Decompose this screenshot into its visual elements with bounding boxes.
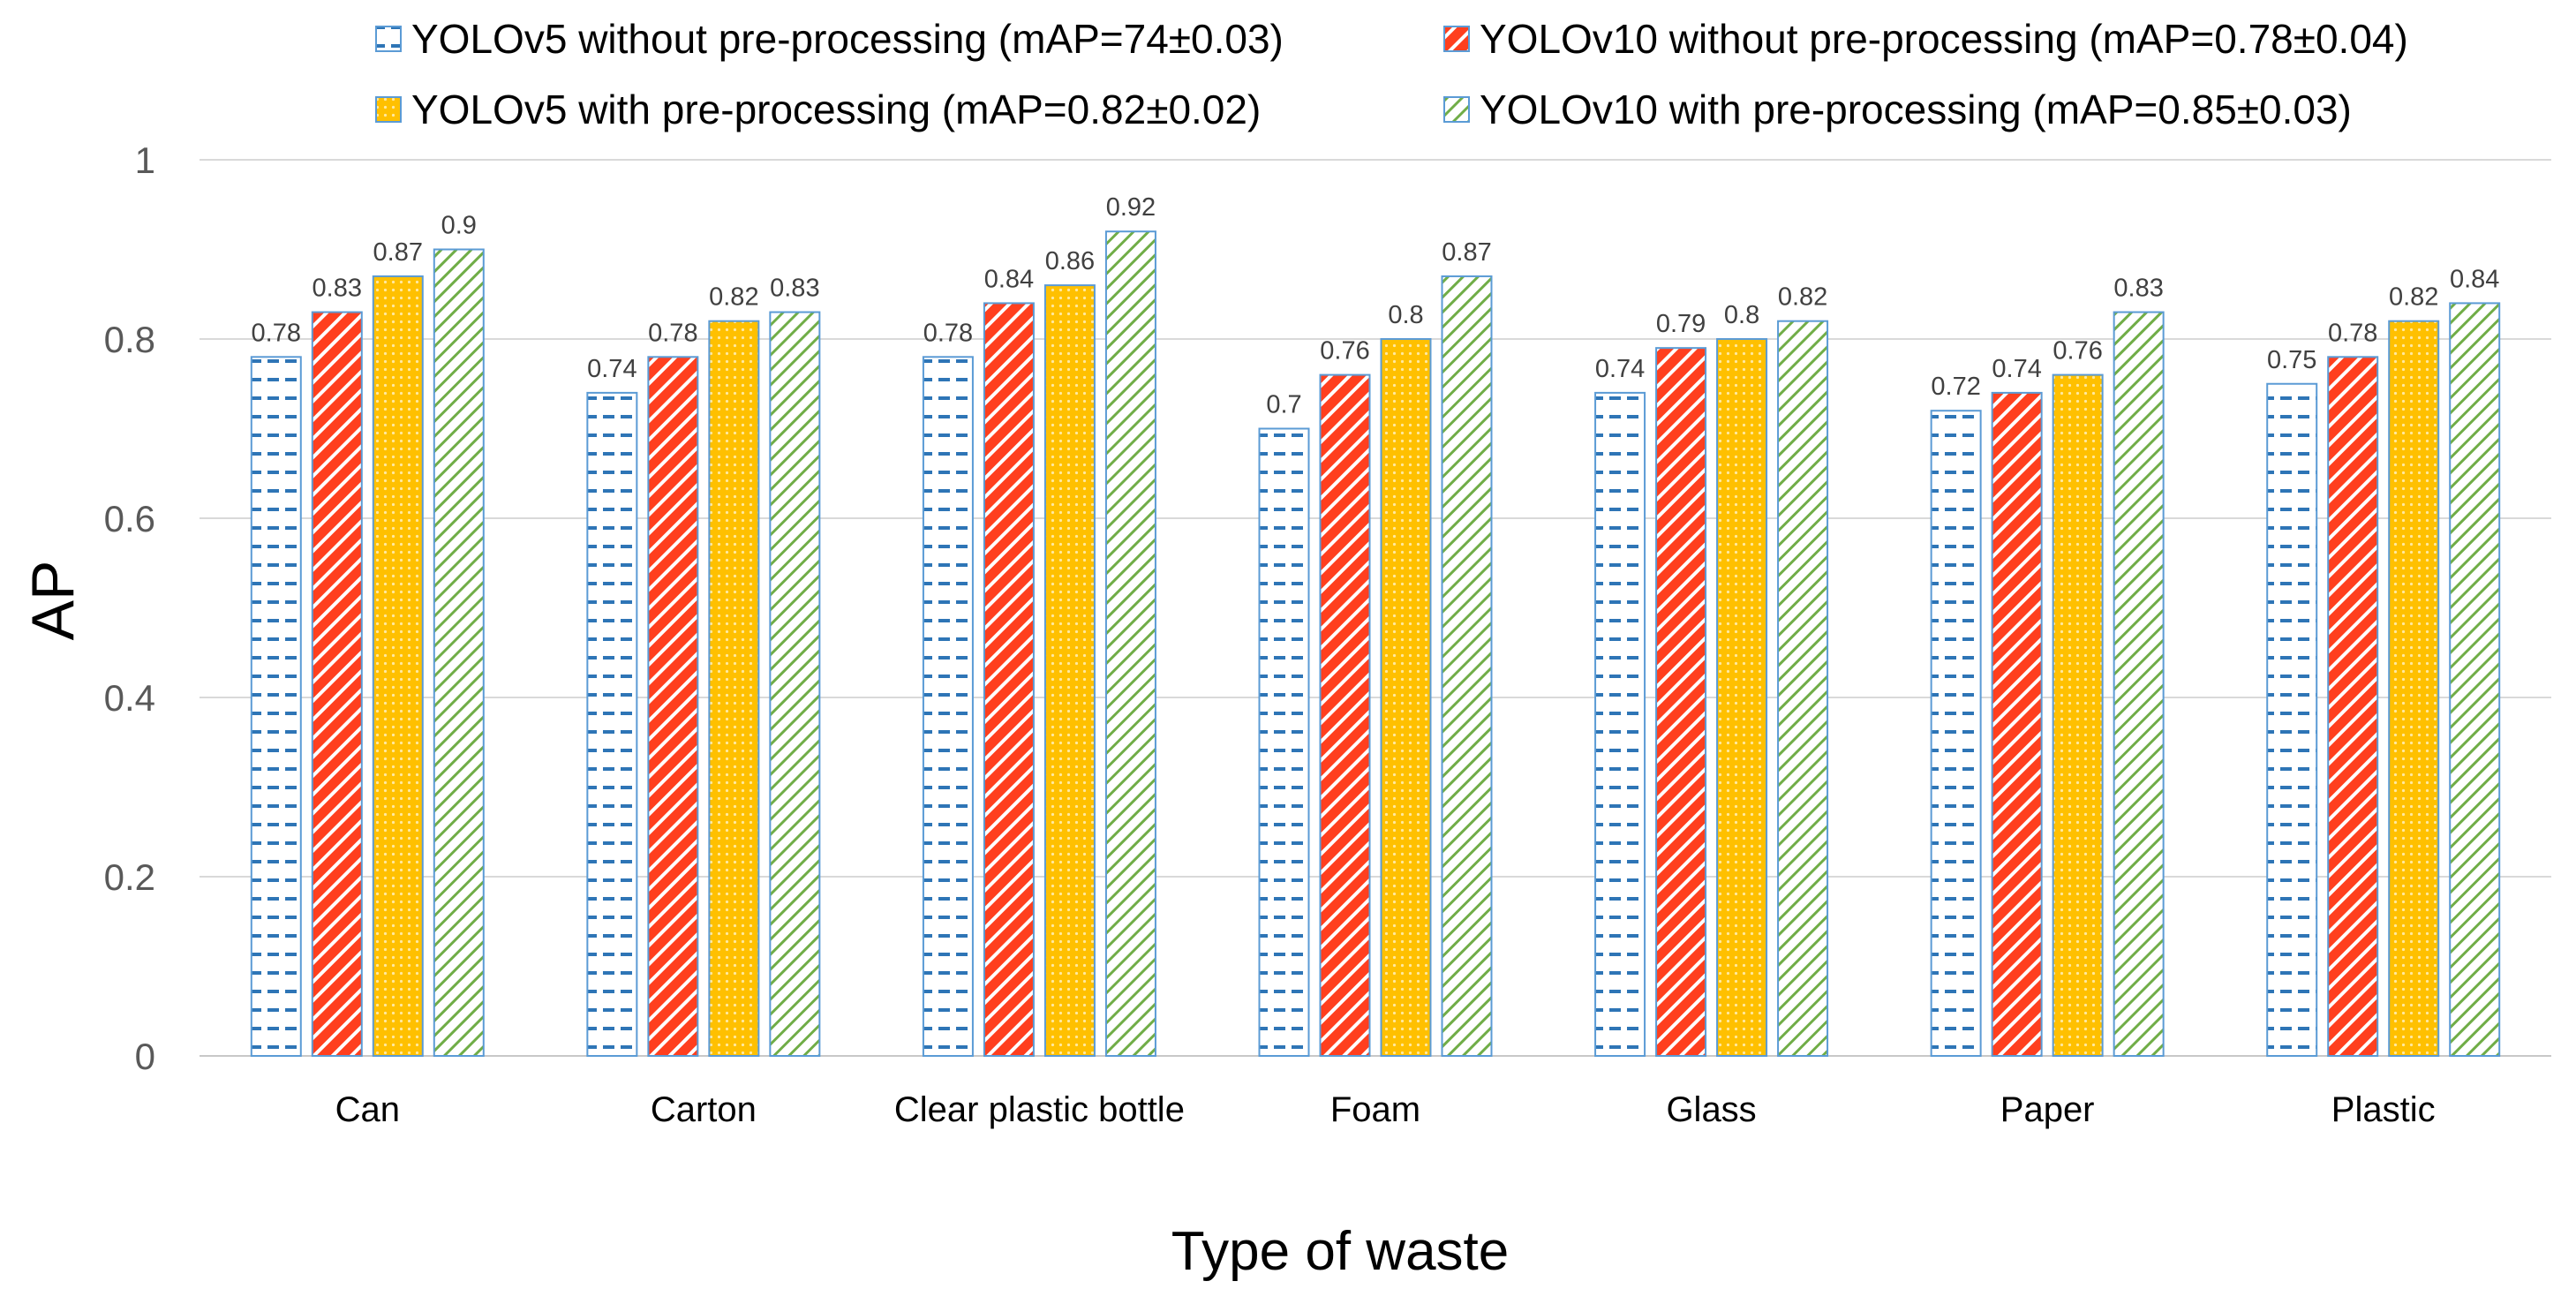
legend-label: YOLOv10 with pre-processing (mAP=0.85±0.… [1480,87,2352,132]
legend-swatch [1443,26,1470,52]
data-label: 0.9 [441,212,477,240]
legend-label: YOLOv5 without pre-processing (mAP=74±0.… [411,16,1284,62]
bar-clear-plastic-bottle-series-2 [983,302,1035,1057]
data-label: 0.76 [2053,337,2102,366]
data-label: 0.79 [1656,310,1706,338]
x-tick-label-carton: Carton [651,1090,757,1129]
y-axis-title: AP [19,561,87,641]
data-label: 0.87 [373,238,423,267]
legend-swatch [375,96,402,123]
legend-item-4: YOLOv10 with pre-processing (mAP=0.85±0.… [1443,87,2352,132]
bars [250,230,2501,1058]
data-label: 0.76 [1320,337,1369,366]
bar-paper-series-2 [1991,391,2043,1057]
data-label: 0.84 [2450,265,2499,293]
data-label: 0.86 [1045,247,1095,275]
y-tick-label: 0.2 [104,856,155,898]
bar-can-series-3 [372,275,424,1057]
legend-label: YOLOv10 without pre-processing (mAP=0.78… [1480,16,2408,62]
data-label: 0.75 [2267,346,2316,374]
data-labels: 0.78 0.83 0.87 0.9 0.74 0.78 0.82 0.83 0.78 0.84 0… [252,193,2500,418]
gridlines [200,159,2551,1057]
legend-item-2: YOLOv10 without pre-processing (mAP=0.78… [1443,16,2408,62]
data-label: 0.7 [1266,391,1301,419]
legend-swatch [375,26,402,52]
bar-plastic-series-1 [2266,382,2318,1057]
legend: YOLOv5 without pre-processing (mAP=74±0.… [375,16,2408,132]
bar-plastic-series-3 [2388,320,2440,1057]
data-label: 0.8 [1724,301,1759,329]
data-label: 0.78 [252,319,301,347]
x-tick-label-clear-plastic-bottle: Clear plastic bottle [894,1090,1185,1129]
x-axis-ticks: Can Carton Clear plastic bottle Foam Glass Pa… [335,1090,2436,1129]
bar-foam-series-2 [1319,373,1371,1058]
data-label: 0.74 [587,355,636,383]
data-label: 0.82 [2389,283,2438,312]
legend-item-1: YOLOv5 without pre-processing (mAP=74±0.… [375,16,1284,62]
x-tick-label-paper: Paper [2000,1090,2095,1129]
y-tick-label: 1 [135,139,155,181]
data-label: 0.82 [709,283,758,312]
data-label: 0.83 [313,275,362,303]
data-label: 0.87 [1442,238,1491,267]
bar-glass-series-2 [1655,347,1707,1057]
x-tick-label-plastic: Plastic [2331,1090,2436,1129]
bar-foam-series-4 [1441,275,1493,1057]
bar-can-series-2 [311,311,363,1057]
bar-carton-series-3 [708,320,760,1057]
bar-paper-series-4 [2113,311,2165,1057]
bar-carton-series-1 [586,391,638,1057]
bar-plastic-series-2 [2327,356,2379,1057]
x-tick-label-glass: Glass [1666,1090,1756,1129]
data-label: 0.78 [2328,319,2377,347]
bar-can-series-4 [433,248,485,1057]
bar-clear-plastic-bottle-series-3 [1043,284,1096,1058]
data-label: 0.83 [770,275,819,303]
data-label: 0.82 [1778,283,1827,312]
bar-can-series-1 [250,356,302,1057]
y-tick-label: 0 [135,1036,155,1077]
x-axis-title: Type of waste [1171,1221,1510,1282]
y-tick-label: 0.6 [104,498,155,539]
legend-label: YOLOv5 with pre-processing (mAP=0.82±0.0… [411,87,1261,132]
y-tick-label: 0.8 [104,319,155,360]
legend-item-3: YOLOv5 with pre-processing (mAP=0.82±0.0… [375,87,1261,132]
data-label: 0.83 [2113,275,2163,303]
bar-glass-series-4 [1777,320,1829,1057]
data-label: 0.74 [1992,355,2041,383]
bar-foam-series-1 [1258,427,1310,1057]
bar-carton-series-4 [769,311,821,1057]
bar-plastic-series-4 [2449,302,2501,1057]
x-tick-label-can: Can [335,1090,400,1129]
data-label: 0.74 [1595,355,1645,383]
bar-clear-plastic-bottle-series-1 [922,356,974,1057]
bar-paper-series-3 [2052,373,2104,1058]
data-label: 0.92 [1106,193,1156,222]
x-tick-label-foam: Foam [1330,1090,1420,1129]
legend-swatch [1443,96,1470,123]
data-label: 0.72 [1931,373,1980,401]
y-axis-ticks: 0 0.2 0.4 0.6 0.8 1 [104,139,155,1077]
bar-paper-series-1 [1930,410,1982,1057]
bar-carton-series-2 [647,356,699,1057]
bar-clear-plastic-bottle-series-4 [1104,230,1156,1057]
y-tick-label: 0.4 [104,677,155,719]
bar-foam-series-3 [1380,338,1432,1057]
data-label: 0.8 [1388,301,1423,329]
bar-glass-series-1 [1594,391,1646,1057]
data-label: 0.84 [984,265,1034,293]
bar-glass-series-3 [1716,338,1768,1057]
data-label: 0.78 [648,319,697,347]
data-label: 0.78 [923,319,973,347]
